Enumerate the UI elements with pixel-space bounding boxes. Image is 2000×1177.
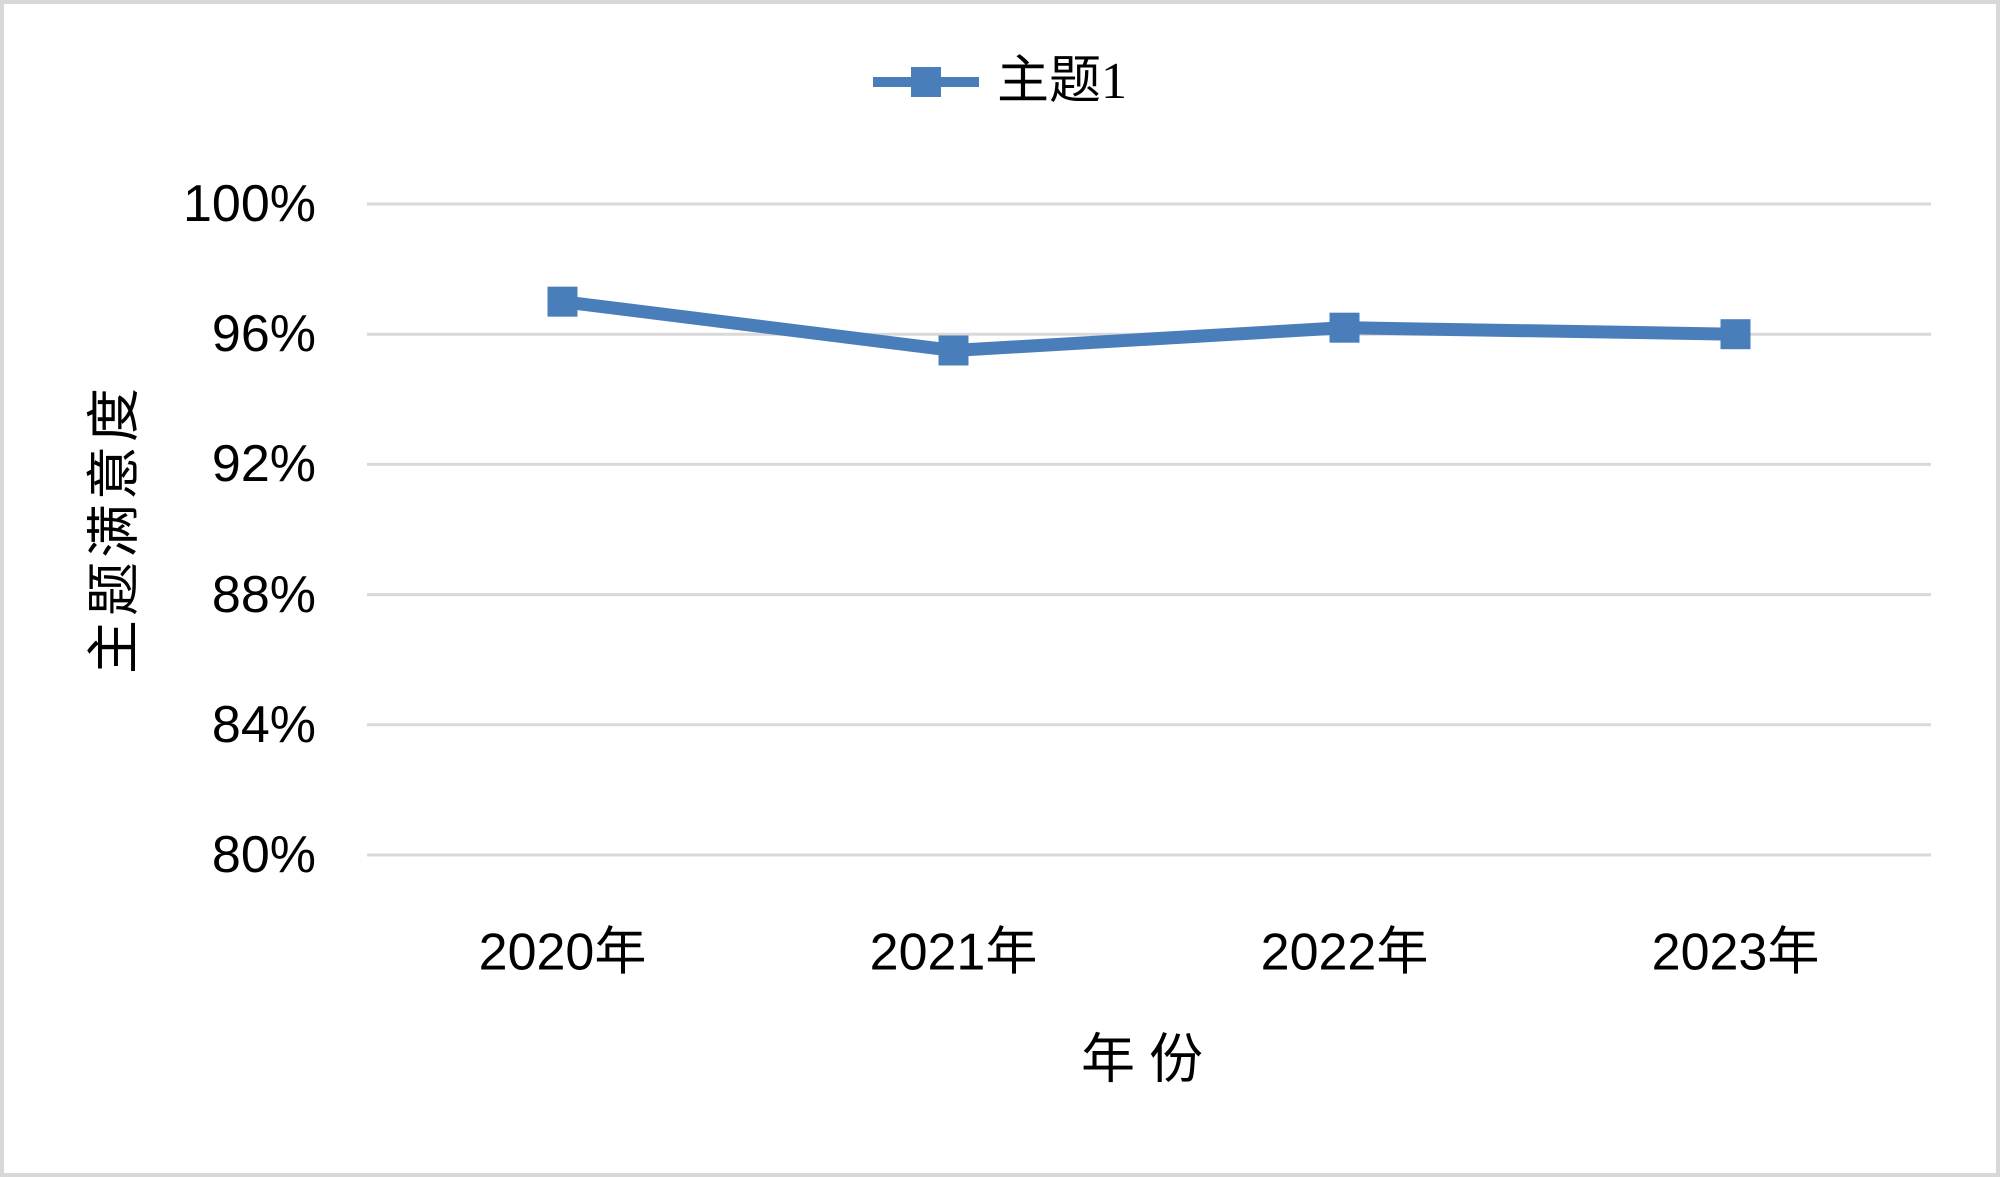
legend-label: 主题1 — [996, 53, 1127, 110]
legend-square-icon — [910, 67, 941, 97]
data-point-marker — [547, 286, 578, 317]
y-tick-label: 92% — [211, 435, 316, 494]
y-tick-label: 100% — [183, 175, 316, 233]
y-tick-label: 80% — [211, 826, 316, 884]
y-tick-label: 96% — [211, 305, 316, 364]
x-tick-label: 2020年 — [478, 923, 647, 982]
data-point-marker — [1720, 319, 1751, 350]
x-tick-label: 2021年 — [869, 923, 1038, 982]
series-line — [561, 295, 1736, 357]
legend-series-marker-icon — [872, 66, 979, 98]
plot-area — [367, 202, 1931, 857]
y-tick-label: 88% — [211, 565, 316, 624]
legend: 主题1 — [4, 56, 1996, 108]
x-axis-title: 年份 — [1081, 1029, 1217, 1090]
x-tick-label: 2023年 — [1651, 923, 1820, 982]
data-point-marker — [938, 335, 969, 366]
data-point-marker — [1329, 312, 1360, 343]
y-tick-label: 84% — [211, 695, 316, 754]
x-tick-label: 2022年 — [1260, 923, 1429, 982]
